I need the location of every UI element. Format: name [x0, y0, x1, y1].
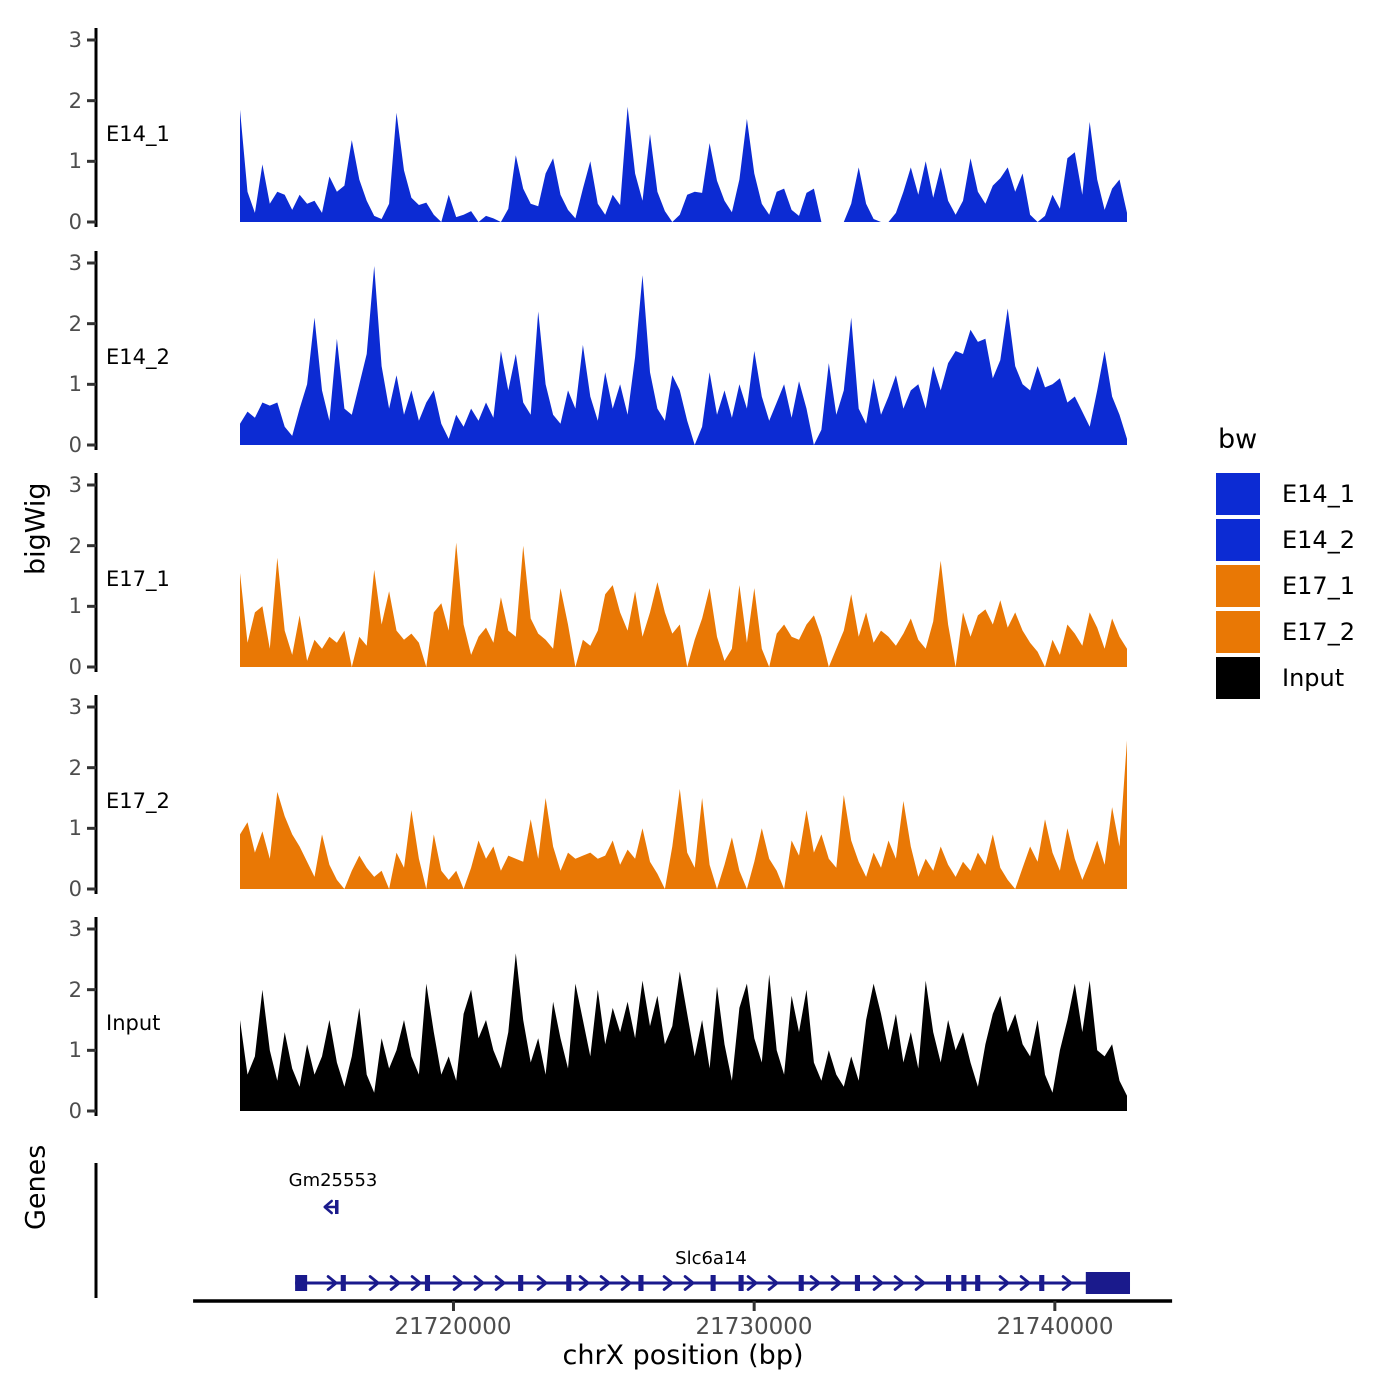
y-tick-label-E17_1-3: 3 [68, 473, 82, 497]
track-label-E17_1: E17_1 [106, 567, 170, 591]
gene-exon-Slc6a14 [340, 1275, 346, 1291]
gene-arrow-Slc6a14 [662, 1275, 674, 1291]
y-tick-label-E14_2-1: 1 [68, 372, 82, 397]
x-tick-label-21740000: 21740000 [996, 1314, 1114, 1340]
gene-arrow-Slc6a14 [452, 1275, 464, 1291]
y-tick-label-Input-3: 3 [68, 917, 82, 941]
legend-swatch-e17-2 [1216, 611, 1260, 653]
gene-arrow-Slc6a14 [872, 1275, 884, 1291]
track-label-E17_2: E17_2 [106, 789, 170, 813]
track-label-E14_1: E14_1 [106, 122, 170, 146]
gene-exon-Slc6a14 [424, 1275, 431, 1291]
y-tick-label-E17_2-2: 2 [68, 755, 82, 780]
legend-item-e17-2: E17_2 [1216, 611, 1355, 653]
gene-arrow-Slc6a14 [683, 1275, 695, 1291]
y-tick-label-E17_2-1: 1 [68, 816, 82, 841]
y-tick-label-E14_1-1: 1 [68, 149, 82, 174]
gene-exon-Slc6a14 [566, 1275, 572, 1291]
legend-title: bw [1218, 424, 1258, 455]
legend-swatch-e14-1 [1216, 473, 1260, 515]
gene-arrow-Slc6a14 [326, 1275, 338, 1291]
legend-label-e17-1: E17_1 [1282, 572, 1355, 600]
legend-label-e14-2: E14_2 [1282, 526, 1355, 554]
gene-arrow-Slc6a14 [578, 1275, 590, 1291]
gene-arrow-Slc6a14 [620, 1275, 632, 1291]
legend-item-e17-1: E17_1 [1216, 565, 1355, 607]
track-label-E14_2: E14_2 [106, 345, 170, 369]
gene-exon-Slc6a14 [961, 1275, 967, 1291]
gene-exon-Slc6a14 [710, 1275, 716, 1291]
x-tick-label-21730000: 21730000 [695, 1314, 813, 1340]
y-tick-label-Input-2: 2 [68, 977, 82, 1002]
legend-item-e14-1: E14_1 [1216, 473, 1355, 515]
legend-item-e14-2: E14_2 [1216, 519, 1355, 561]
legend-label-e14-1: E14_1 [1282, 480, 1355, 508]
gene-arrow-Slc6a14 [410, 1275, 422, 1291]
area-Input [240, 953, 1127, 1111]
gene-arrow-Slc6a14 [767, 1275, 779, 1291]
gene-arrow-Slc6a14 [914, 1275, 926, 1291]
legend-swatch-input [1216, 657, 1260, 699]
track-label-Input: Input [106, 1011, 161, 1035]
gene-arrow-Slc6a14 [494, 1275, 506, 1291]
gene-arrow-Slc6a14 [893, 1275, 905, 1291]
gene-exon-Slc6a14 [295, 1275, 308, 1291]
legend-swatch-e17-1 [1216, 565, 1260, 607]
gene-exon-Slc6a14 [1085, 1272, 1131, 1294]
gene-arrow-Slc6a14 [998, 1275, 1010, 1291]
gene-label-gm25553: Gm25553 [288, 1170, 378, 1191]
legend-swatch-e14-2 [1216, 519, 1260, 561]
y-tick-label-E14_2-0: 0 [68, 433, 82, 457]
gene-arrow-Slc6a14 [809, 1275, 821, 1291]
gene-exon-Slc6a14 [975, 1275, 981, 1291]
y-tick-label-E14_1-0: 0 [68, 210, 82, 234]
gene-exon-Slc6a14 [738, 1275, 744, 1291]
y-tick-label-E17_2-3: 3 [68, 695, 82, 719]
gene-exon-Slc6a14 [854, 1275, 860, 1291]
gene-arrow-Slc6a14 [1061, 1275, 1073, 1291]
gene-arrow-Slc6a14 [599, 1275, 611, 1291]
y-tick-label-E14_1-3: 3 [68, 28, 82, 52]
gene-exon-Slc6a14 [798, 1275, 804, 1291]
y-tick-label-E14_2-2: 2 [68, 311, 82, 336]
gene-arrow-Gm25553 [323, 1199, 333, 1215]
y-tick-label-Input-0: 0 [68, 1099, 82, 1123]
x-tick-label-21720000: 21720000 [394, 1314, 512, 1340]
x-axis-title: chrX position (bp) [562, 1340, 804, 1371]
gene-exon-Slc6a14 [638, 1275, 644, 1291]
gene-exon-Slc6a14 [1039, 1275, 1045, 1291]
gene-exon-Slc6a14 [518, 1275, 524, 1291]
gene-arrow-Slc6a14 [830, 1275, 842, 1291]
area-E17_2 [240, 740, 1127, 889]
legend: bw E14_1 E14_2 E17_1 E17_2 Input [1216, 424, 1355, 703]
gene-arrow-Slc6a14 [368, 1275, 380, 1291]
gene-arrow-Slc6a14 [746, 1275, 758, 1291]
area-E14_2 [240, 266, 1127, 445]
legend-item-input: Input [1216, 657, 1355, 699]
y-tick-label-E17_2-0: 0 [68, 877, 82, 901]
y-tick-label-E17_1-1: 1 [68, 594, 82, 619]
legend-label-input: Input [1282, 664, 1345, 692]
y-tick-label-E14_1-2: 2 [68, 88, 82, 113]
y-tick-label-E17_1-0: 0 [68, 655, 82, 679]
gene-arrow-Slc6a14 [1019, 1275, 1031, 1291]
gene-arrow-Slc6a14 [473, 1275, 485, 1291]
gene-label-slc6a14: Slc6a14 [675, 1248, 747, 1269]
gene-arrow-Slc6a14 [536, 1275, 548, 1291]
gene-exon-Slc6a14 [945, 1275, 952, 1291]
legend-label-e17-2: E17_2 [1282, 618, 1355, 646]
area-E14_1 [240, 106, 1127, 222]
area-E17_1 [240, 542, 1127, 667]
gene-bar-Gm25553 [335, 1200, 339, 1214]
y-tick-label-E17_1-2: 2 [68, 533, 82, 558]
y-tick-label-Input-1: 1 [68, 1038, 82, 1063]
gene-arrow-Slc6a14 [389, 1275, 401, 1291]
y-tick-label-E14_2-3: 3 [68, 251, 82, 275]
